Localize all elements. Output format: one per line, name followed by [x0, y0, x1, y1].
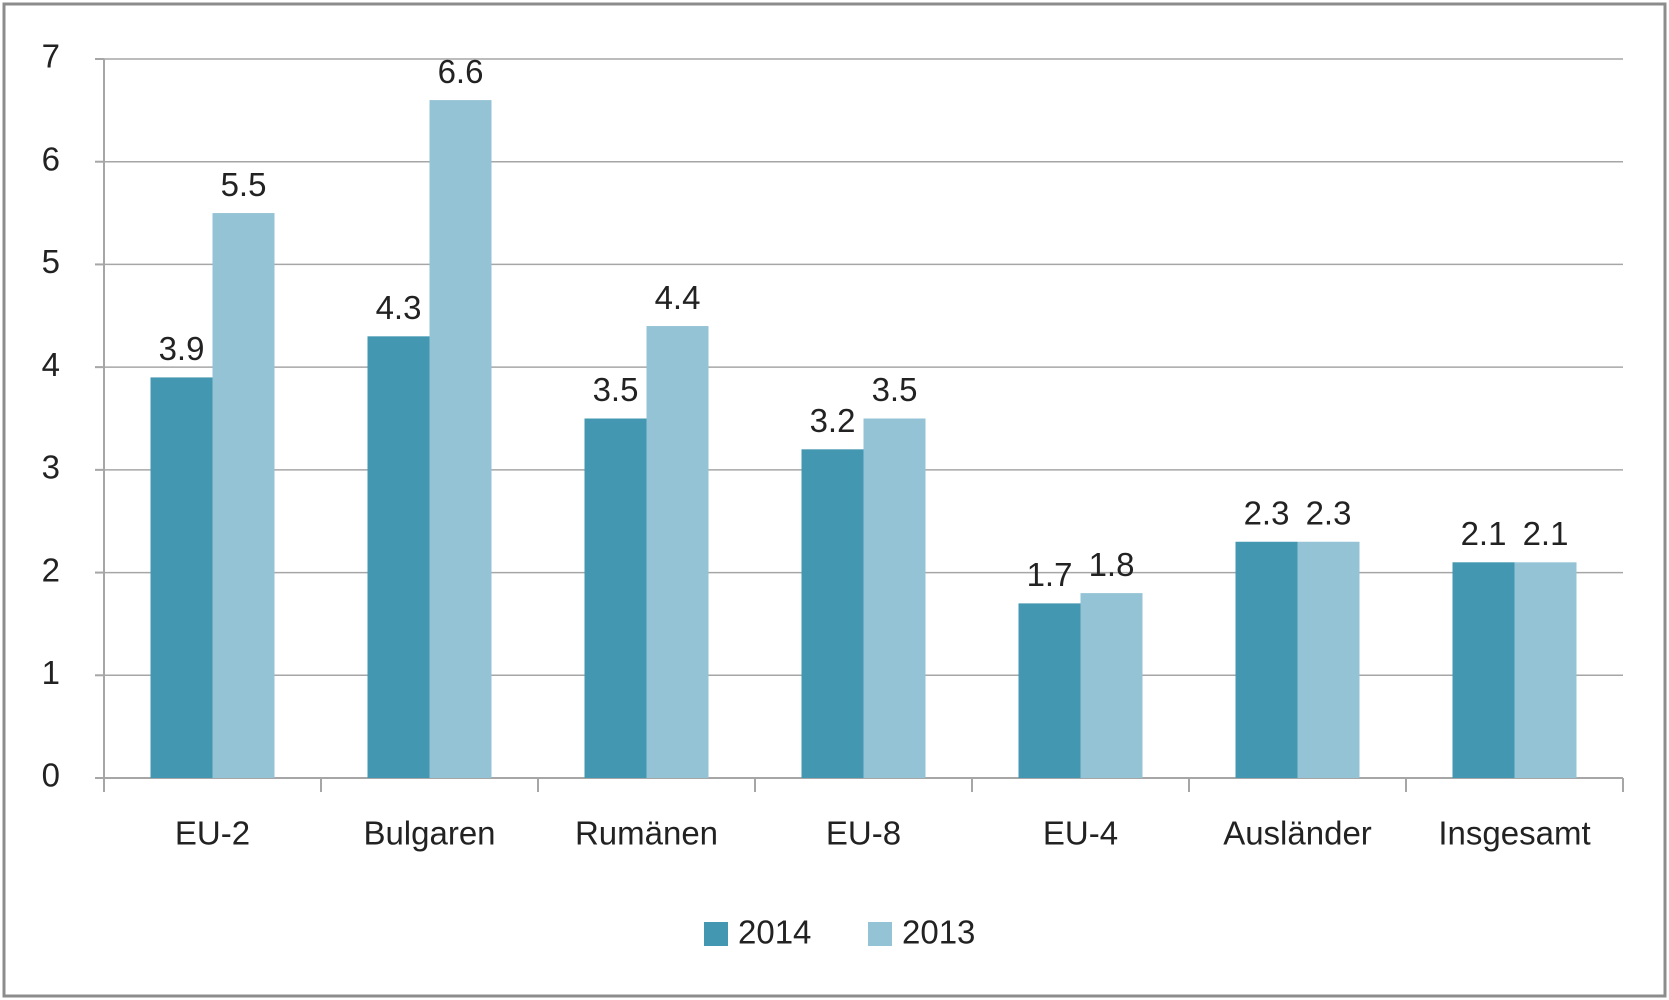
bar: [801, 449, 864, 778]
data-label: 6.6: [438, 53, 484, 90]
data-label: 3.5: [593, 371, 639, 408]
bar: [150, 377, 213, 778]
y-tick-label: 5: [42, 243, 60, 280]
data-label: 2.1: [1523, 515, 1569, 552]
data-label: 2.3: [1306, 494, 1352, 531]
legend-swatch: [704, 922, 728, 946]
bar: [1297, 541, 1360, 778]
x-tick-label: Bulgaren: [363, 815, 495, 852]
bar: [1018, 603, 1081, 778]
legend-label: 2014: [738, 914, 811, 951]
bar: [1080, 593, 1143, 778]
y-tick-label: 1: [42, 654, 60, 691]
data-label: 3.9: [159, 330, 205, 367]
legend-label: 2013: [902, 914, 975, 951]
data-label: 4.3: [376, 289, 422, 326]
x-tick-label: EU-4: [1043, 815, 1118, 852]
bar: [429, 100, 492, 779]
y-tick-label: 4: [42, 346, 60, 383]
y-tick-label: 7: [42, 38, 60, 75]
x-tick-label: Ausländer: [1223, 815, 1372, 852]
bar: [1514, 562, 1577, 778]
bar: [367, 336, 430, 778]
y-tick-label: 6: [42, 140, 60, 177]
y-tick-label: 0: [42, 757, 60, 794]
data-label: 5.5: [221, 166, 267, 203]
x-tick-label: EU-8: [826, 815, 901, 852]
x-tick-label: Rumänen: [575, 815, 718, 852]
data-label: 1.7: [1027, 556, 1073, 593]
y-tick-label: 2: [42, 551, 60, 588]
y-tick-label: 3: [42, 449, 60, 486]
bar: [584, 418, 647, 778]
bar: [646, 326, 709, 778]
x-tick-label: Insgesamt: [1438, 815, 1590, 852]
bar: [212, 213, 275, 779]
data-label: 3.5: [872, 371, 918, 408]
data-label: 4.4: [655, 279, 701, 316]
legend-swatch: [868, 922, 892, 946]
data-label: 1.8: [1089, 546, 1135, 583]
data-label: 2.1: [1461, 515, 1507, 552]
x-tick-label: EU-2: [175, 815, 250, 852]
data-label: 3.2: [810, 402, 856, 439]
bar: [1235, 541, 1298, 778]
bar: [863, 418, 926, 778]
bar: [1452, 562, 1515, 778]
data-label: 2.3: [1244, 494, 1290, 531]
